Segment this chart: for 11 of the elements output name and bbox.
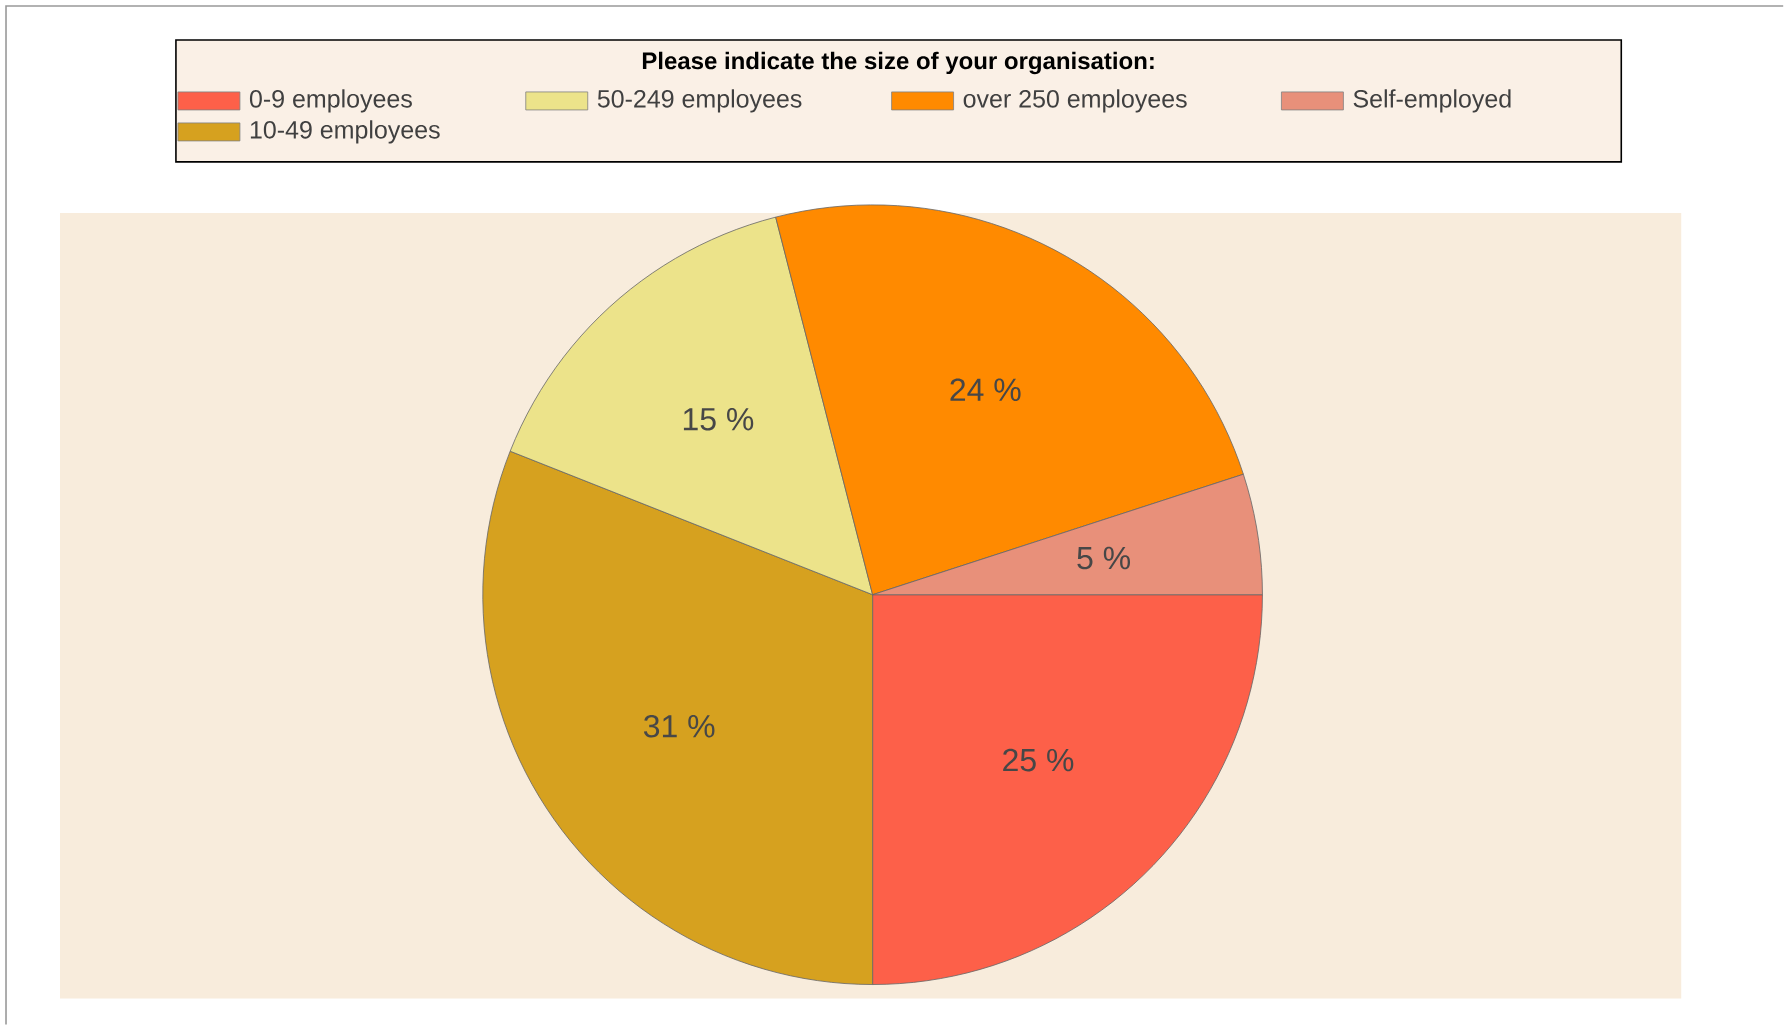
data-label: 15 % [683,407,754,431]
legend-label: 10-49 employees [250,120,440,144]
legend-label: 50-249 employees [597,89,802,113]
legend-label: over 250 employees [963,89,1187,113]
data-label: 5 % [1077,546,1131,570]
legend-title: Please indicate the size of your organisation: [642,51,1154,75]
data-label: 25 % [1003,748,1074,772]
legend-label: 0-9 employees [249,89,412,113]
legend-label: Self-employed [1353,89,1511,113]
data-label: 24 % [950,378,1021,401]
data-label: 31 % [643,714,715,738]
